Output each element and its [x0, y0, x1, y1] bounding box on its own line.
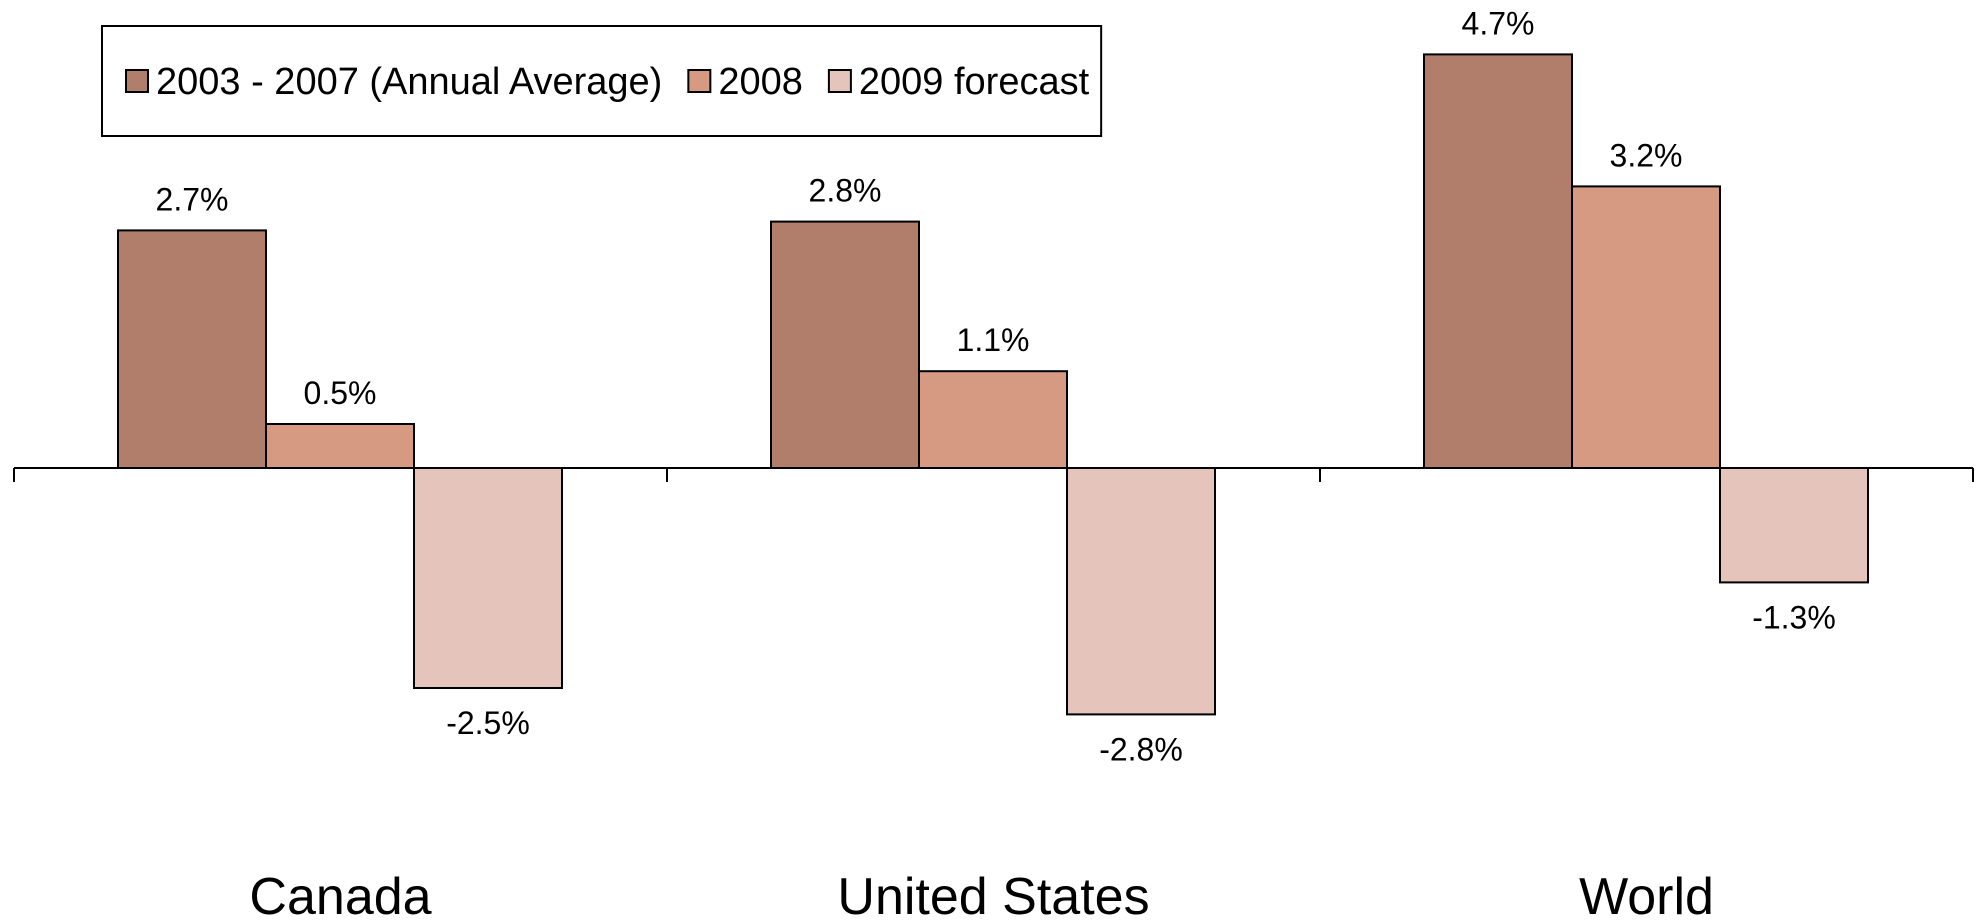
category-label-canada: Canada [249, 868, 431, 918]
bar-world-2003-2007-annual-average [1423, 53, 1573, 470]
bar-united-states-2009-forecast [1066, 467, 1216, 716]
data-label-world-2003-2007-annual-average: 4.7% [1462, 5, 1535, 41]
legend: 2003 - 2007 (Annual Average) 2008 2009 for… [101, 25, 1103, 137]
data-label-canada-2009-forecast: -2.5% [446, 705, 530, 741]
legend-swatch-2009-forecast [827, 69, 852, 93]
bar-world-2008 [1571, 185, 1721, 469]
legend-label-2003-2007-annual-average: 2003 - 2007 (Annual Average) [156, 61, 662, 103]
bar-canada-2009-forecast [413, 467, 563, 689]
labels-layer: 2.7% 0.5% -2.5% Canada 2.8% 1.1% -2.8% United S… [156, 5, 1836, 923]
axis-layer [13, 467, 1974, 482]
data-label-world-2009-forecast: -1.3% [1752, 599, 1836, 635]
bar-united-states-2008 [918, 370, 1068, 470]
bar-united-states-2003-2007-annual-average [770, 220, 920, 469]
data-label-united-states-2009-forecast: -2.8% [1099, 731, 1183, 767]
legend-swatch-2008 [687, 69, 712, 93]
category-label-united-states: United States [837, 868, 1149, 918]
bar-canada-2003-2007-annual-average [117, 229, 267, 469]
data-label-canada-2008: 0.5% [304, 375, 377, 411]
data-label-united-states-2003-2007-annual-average: 2.8% [809, 173, 882, 209]
legend-swatch-2003-2007-annual-average [125, 69, 149, 93]
data-label-canada-2003-2007-annual-average: 2.7% [156, 181, 229, 217]
legend-label-2008: 2008 [718, 61, 803, 103]
bar-world-2009-forecast [1719, 467, 1869, 584]
bar-canada-2008 [265, 423, 415, 469]
category-label-world: World [1579, 868, 1714, 918]
legend-label-2009-forecast: 2009 forecast [859, 61, 1090, 103]
bars-layer [117, 53, 1869, 716]
data-label-world-2008: 3.2% [1610, 137, 1683, 173]
data-label-united-states-2008: 1.1% [957, 322, 1030, 358]
legend-box [101, 25, 1103, 137]
